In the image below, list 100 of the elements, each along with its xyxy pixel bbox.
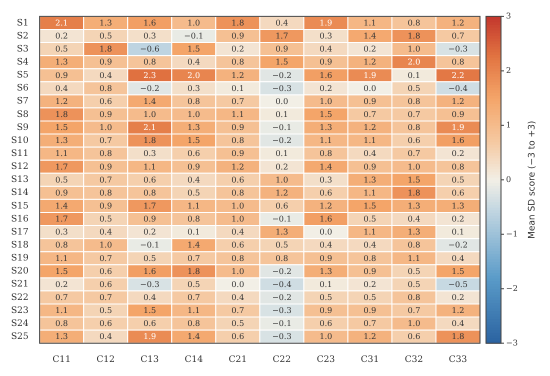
data-label: 0.1 (275, 110, 288, 120)
data-label: 1.6 (143, 18, 156, 28)
data-label: 0.6 (408, 136, 420, 146)
data-label: 0.2 (364, 280, 376, 289)
data-label: −0.1 (184, 32, 204, 41)
data-label: 1.2 (55, 96, 68, 106)
data-label: 1.8 (55, 110, 68, 120)
color-bar-label: −1 (506, 229, 518, 238)
data-label: 0.8 (452, 162, 464, 172)
data-label: 0.8 (143, 188, 156, 198)
data-label: 1.2 (364, 332, 376, 342)
data-label: 0.9 (143, 214, 156, 224)
data-label: 0.5 (408, 84, 420, 93)
data-label: 0.8 (231, 188, 244, 198)
data-label: 0.6 (99, 266, 112, 276)
data-label: 0.4 (364, 240, 376, 250)
data-label: 0.2 (452, 214, 464, 224)
data-label: 1.0 (143, 110, 156, 120)
y-tick-label: S24 (10, 318, 29, 329)
y-tick-label: S3 (16, 44, 29, 54)
data-label: 0.9 (231, 149, 244, 158)
y-tick-label: S23 (10, 306, 29, 316)
data-label: 0.4 (99, 70, 112, 80)
data-label: 0.7 (99, 175, 112, 184)
data-label: 0.7 (231, 306, 244, 316)
data-label: 1.5 (364, 202, 376, 211)
data-label: 1.9 (320, 18, 332, 28)
y-tick-label: S18 (10, 240, 29, 251)
data-label: 0.4 (452, 319, 464, 328)
y-tick-label: S22 (10, 292, 29, 303)
data-label: 0.8 (99, 149, 112, 158)
data-label: 0.9 (99, 202, 112, 211)
data-label: 0.9 (364, 96, 376, 106)
x-tick-label: C23 (316, 354, 336, 365)
data-label: 2.1 (143, 123, 156, 132)
data-label: 0.9 (364, 162, 376, 172)
data-label: 0.4 (99, 228, 112, 237)
data-label: 1.3 (55, 332, 68, 342)
data-label: 0.4 (320, 240, 332, 250)
data-label: 1.4 (143, 96, 156, 106)
y-tick-label: S6 (16, 84, 29, 94)
data-label: 0.8 (364, 254, 376, 263)
data-label: −0.2 (272, 293, 292, 302)
data-label: 0.9 (55, 188, 68, 198)
data-label: 0.8 (408, 293, 420, 302)
data-label: 0.2 (452, 149, 464, 158)
data-label: 1.0 (99, 240, 112, 250)
data-label: 0.3 (320, 175, 332, 184)
y-tick-label: S11 (10, 149, 29, 159)
data-label: 1.1 (55, 254, 68, 263)
data-label: 1.4 (187, 240, 200, 250)
data-label: 1.9 (452, 123, 464, 132)
data-label: 0.8 (408, 240, 420, 250)
data-label: 0.7 (187, 254, 200, 263)
color-bar-label: 3 (506, 11, 512, 20)
data-label: −0.1 (140, 240, 160, 250)
data-label: 1.8 (143, 136, 156, 146)
data-label: 0.3 (320, 32, 332, 41)
data-label: 0.9 (55, 70, 68, 80)
color-bar-label: −2 (506, 284, 518, 293)
data-label: 1.8 (231, 18, 244, 28)
data-label: 1.1 (320, 136, 332, 146)
data-label: 1.7 (55, 162, 68, 172)
data-label: 0.8 (99, 188, 112, 198)
data-label: 1.8 (452, 332, 464, 342)
data-label: 0.6 (99, 96, 112, 106)
data-label: 0.6 (452, 188, 464, 198)
data-label: 1.5 (452, 266, 464, 276)
y-tick-label: S7 (16, 96, 29, 107)
data-label: 0.3 (55, 228, 68, 237)
data-label: 0.9 (320, 254, 332, 263)
data-label: −0.2 (272, 266, 292, 276)
data-label: 1.4 (187, 332, 200, 342)
x-tick-label: C32 (404, 354, 424, 365)
data-label: 1.3 (364, 175, 376, 184)
data-label: 0.6 (99, 319, 112, 328)
data-label: 1.0 (231, 266, 244, 276)
x-tick-label: C33 (448, 354, 468, 365)
data-label: 0.9 (231, 123, 244, 132)
color-bar-title: Mean SD score (−3 to +3) (527, 120, 538, 239)
data-label: 1.5 (408, 175, 420, 184)
data-label: 0.4 (187, 175, 200, 184)
data-label: −0.3 (448, 44, 468, 54)
data-label: 1.3 (320, 266, 332, 276)
data-label: 1.6 (143, 266, 156, 276)
data-label: 1.8 (99, 44, 112, 54)
data-label: −0.2 (272, 136, 292, 146)
data-label: 0.4 (364, 149, 376, 158)
data-label: 0.6 (143, 319, 156, 328)
data-label: 0.3 (143, 149, 156, 158)
data-label: 0.2 (364, 44, 376, 54)
data-label: 0.8 (99, 84, 112, 93)
data-label: 0.8 (408, 96, 420, 106)
color-bar-label: 0 (506, 174, 512, 184)
data-label: 0.5 (364, 293, 376, 302)
data-label: 0.5 (187, 188, 200, 198)
data-label: 1.3 (55, 136, 68, 146)
data-label: 0.7 (187, 293, 200, 302)
data-label: 1.1 (55, 306, 68, 316)
data-label: 0.8 (143, 58, 156, 67)
